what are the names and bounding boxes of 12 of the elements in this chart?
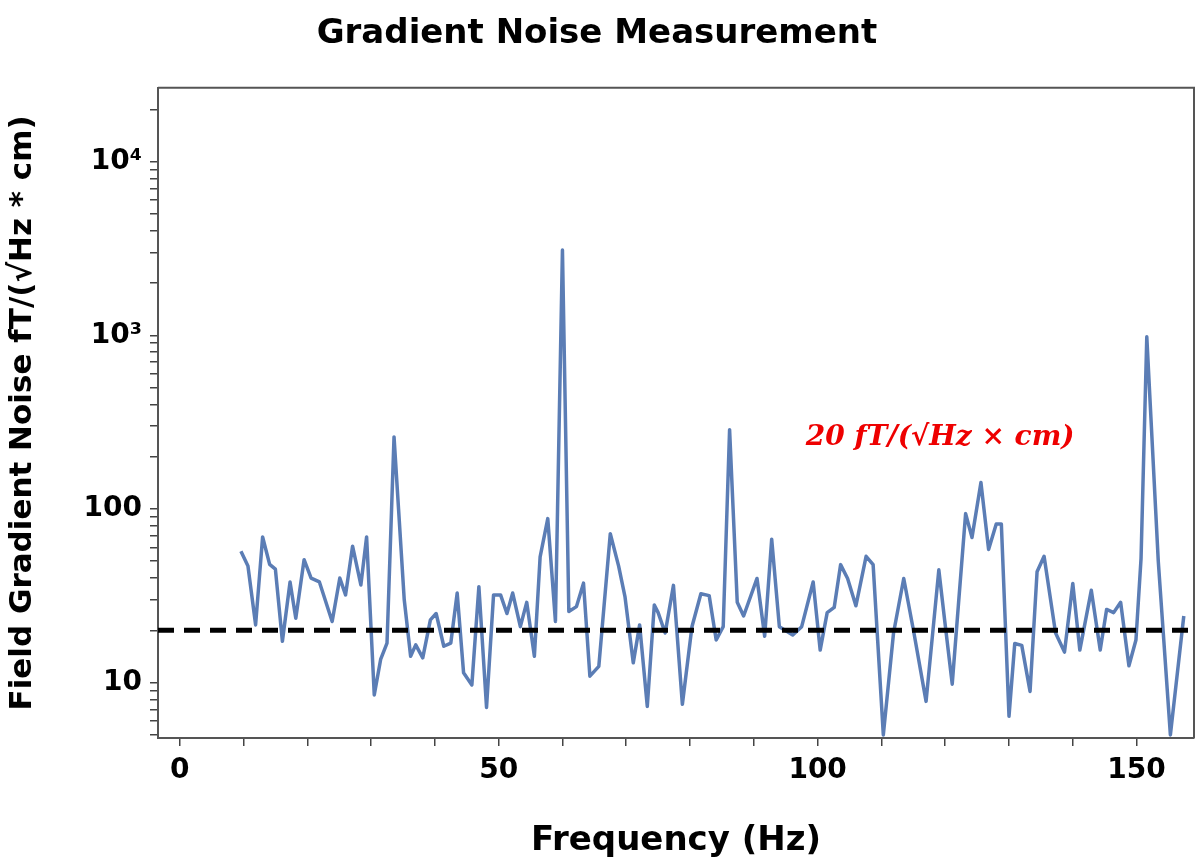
y-tick-label: 10 xyxy=(103,663,142,697)
x-axis-title: Frequency (Hz) xyxy=(530,818,822,859)
x-tick-label: 50 xyxy=(479,752,519,786)
y-tick-label: 100 xyxy=(83,490,142,524)
y-tick-label: 10⁴ xyxy=(90,142,142,176)
annotation: 20 fT/(√Hz × cm) xyxy=(804,418,1075,452)
y-axis-title: Field Gradient Noise fT/(√Hz * cm) xyxy=(1,115,38,711)
x-tick-label: 150 xyxy=(1107,752,1166,786)
x-tick-label: 100 xyxy=(788,752,847,786)
x-tick-label: 0 xyxy=(169,752,190,786)
chart-title: Gradient Noise Measurement xyxy=(316,11,878,52)
y-tick-label: 10³ xyxy=(90,316,142,350)
